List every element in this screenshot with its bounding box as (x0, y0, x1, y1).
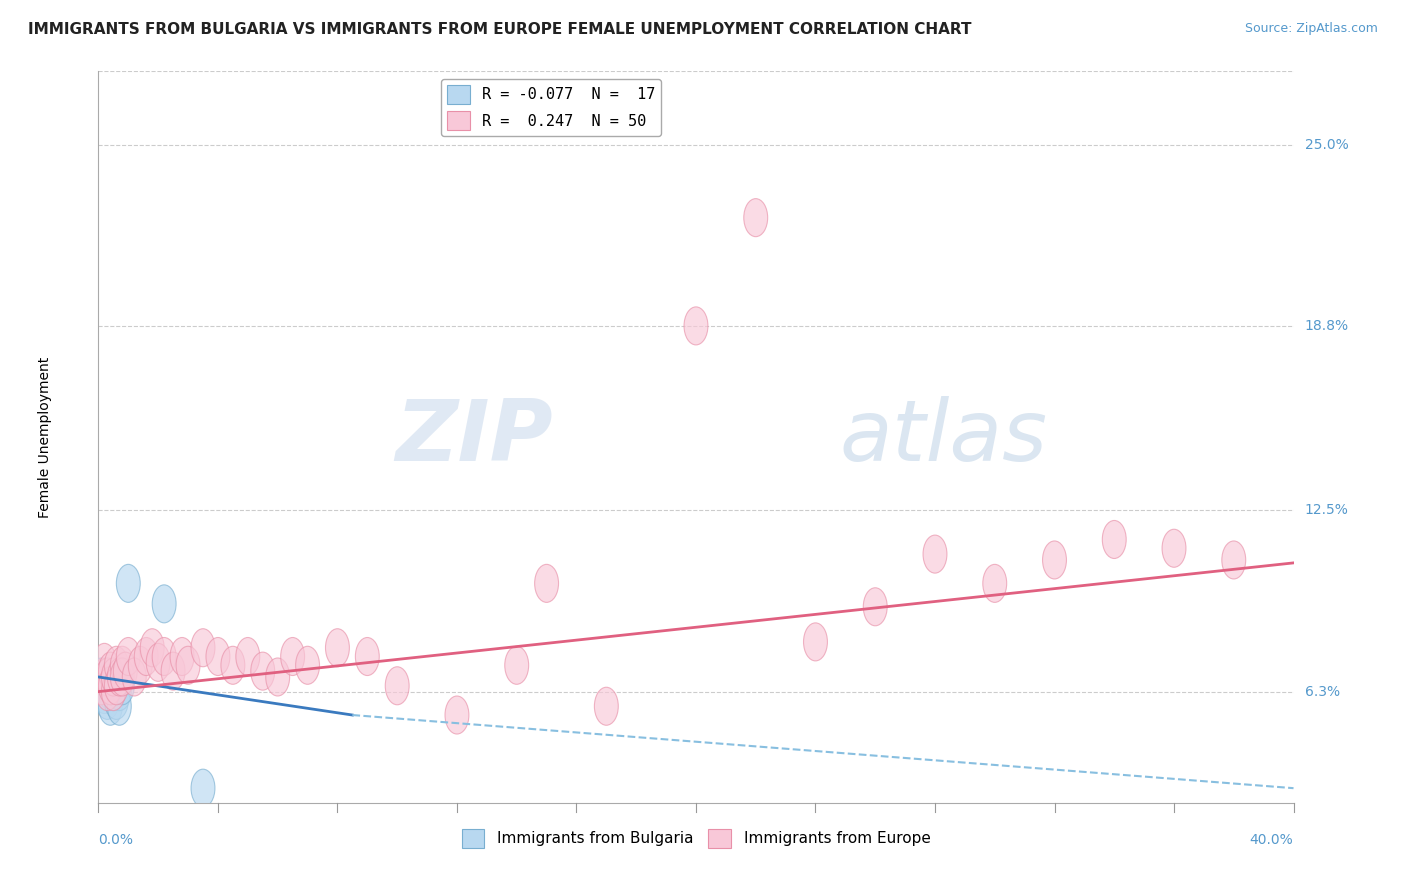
Ellipse shape (595, 687, 619, 725)
Ellipse shape (98, 652, 122, 690)
Ellipse shape (114, 652, 138, 690)
Ellipse shape (111, 647, 135, 684)
Text: 25.0%: 25.0% (1305, 137, 1348, 152)
Ellipse shape (176, 647, 200, 684)
Ellipse shape (96, 666, 120, 705)
Ellipse shape (685, 307, 709, 345)
Ellipse shape (326, 629, 350, 666)
Ellipse shape (1222, 541, 1246, 579)
Ellipse shape (356, 638, 380, 675)
Ellipse shape (385, 666, 409, 705)
Ellipse shape (250, 652, 274, 690)
Text: atlas: atlas (839, 395, 1047, 479)
Ellipse shape (141, 629, 165, 666)
Ellipse shape (1163, 529, 1187, 567)
Ellipse shape (505, 647, 529, 684)
Ellipse shape (117, 638, 141, 675)
Ellipse shape (534, 565, 558, 602)
Ellipse shape (152, 638, 176, 675)
Ellipse shape (191, 769, 215, 807)
Ellipse shape (1102, 520, 1126, 558)
Legend: Immigrants from Bulgaria, Immigrants from Europe: Immigrants from Bulgaria, Immigrants fro… (456, 822, 936, 854)
Ellipse shape (135, 638, 159, 675)
Ellipse shape (90, 658, 114, 696)
Text: IMMIGRANTS FROM BULGARIA VS IMMIGRANTS FROM EUROPE FEMALE UNEMPLOYMENT CORRELATI: IMMIGRANTS FROM BULGARIA VS IMMIGRANTS F… (28, 22, 972, 37)
Ellipse shape (104, 666, 128, 705)
Ellipse shape (101, 658, 125, 696)
Ellipse shape (96, 681, 120, 720)
Ellipse shape (207, 638, 231, 675)
Ellipse shape (96, 658, 120, 696)
Ellipse shape (98, 673, 122, 711)
Ellipse shape (93, 666, 117, 705)
Ellipse shape (104, 647, 128, 684)
Text: ZIP: ZIP (395, 395, 553, 479)
Ellipse shape (446, 696, 470, 734)
Ellipse shape (162, 652, 186, 690)
Text: 18.8%: 18.8% (1305, 319, 1348, 333)
Ellipse shape (98, 666, 122, 705)
Ellipse shape (152, 585, 176, 623)
Ellipse shape (128, 647, 152, 684)
Ellipse shape (117, 565, 141, 602)
Ellipse shape (744, 199, 768, 236)
Ellipse shape (281, 638, 305, 675)
Text: 0.0%: 0.0% (98, 833, 134, 847)
Ellipse shape (170, 638, 194, 675)
Text: 40.0%: 40.0% (1250, 833, 1294, 847)
Text: 12.5%: 12.5% (1305, 503, 1348, 517)
Ellipse shape (236, 638, 260, 675)
Ellipse shape (804, 623, 827, 661)
Ellipse shape (122, 658, 146, 696)
Ellipse shape (107, 673, 131, 711)
Ellipse shape (101, 673, 125, 711)
Ellipse shape (1043, 541, 1067, 579)
Ellipse shape (107, 687, 131, 725)
Ellipse shape (107, 658, 131, 696)
Ellipse shape (90, 666, 114, 705)
Ellipse shape (191, 629, 215, 666)
Text: Female Unemployment: Female Unemployment (38, 357, 52, 517)
Ellipse shape (101, 658, 125, 696)
Ellipse shape (93, 675, 117, 714)
Text: 6.3%: 6.3% (1305, 685, 1340, 698)
Ellipse shape (104, 666, 128, 705)
Ellipse shape (924, 535, 948, 574)
Ellipse shape (863, 588, 887, 626)
Ellipse shape (983, 565, 1007, 602)
Ellipse shape (101, 673, 125, 711)
Ellipse shape (146, 643, 170, 681)
Text: Source: ZipAtlas.com: Source: ZipAtlas.com (1244, 22, 1378, 36)
Ellipse shape (96, 673, 120, 711)
Ellipse shape (221, 647, 245, 684)
Ellipse shape (266, 658, 290, 696)
Ellipse shape (93, 643, 117, 681)
Ellipse shape (98, 687, 122, 725)
Ellipse shape (295, 647, 319, 684)
Ellipse shape (111, 666, 135, 705)
Ellipse shape (93, 658, 117, 696)
Ellipse shape (104, 681, 128, 720)
Ellipse shape (111, 658, 135, 696)
